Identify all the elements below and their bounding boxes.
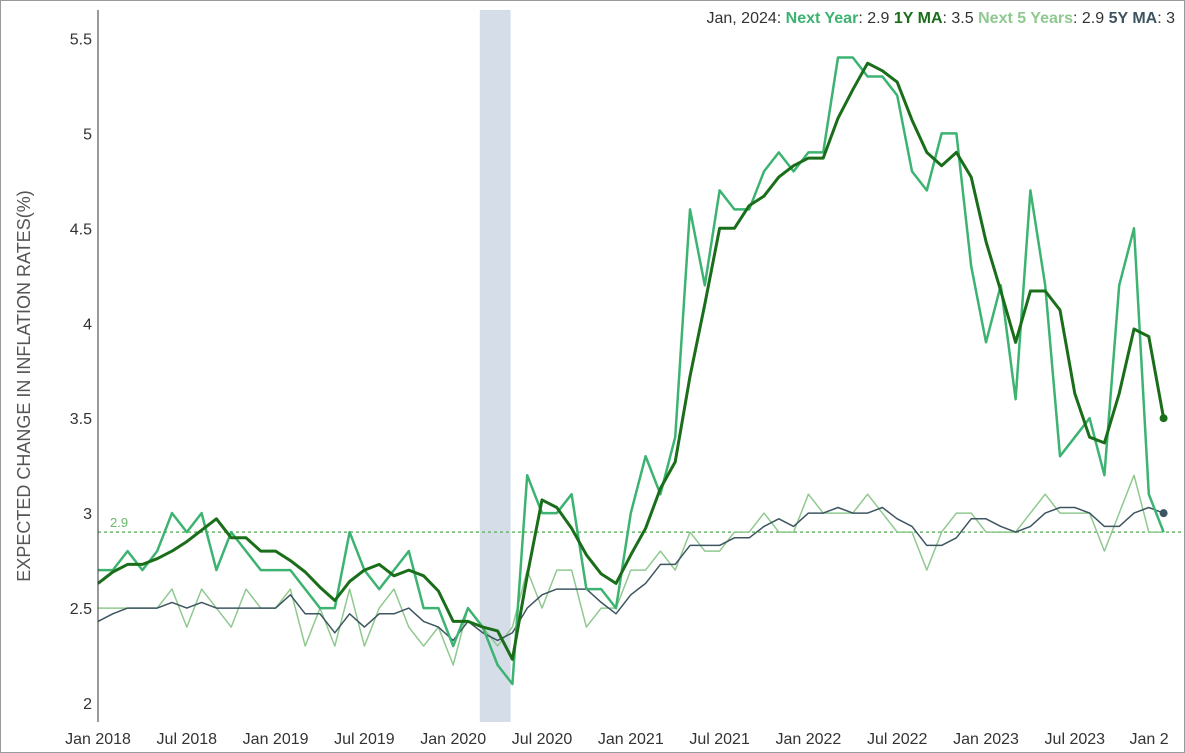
y-tick-label: 2 <box>83 696 92 713</box>
legend-date: Jan, 2024 <box>706 10 777 27</box>
series-line-next-year <box>98 56 1165 686</box>
y-tick-label: 4 <box>83 316 92 333</box>
x-tick-label: Jul 2022 <box>867 731 928 748</box>
series-line-next-5-years <box>98 474 1164 666</box>
series-group <box>97 56 1166 686</box>
legend-next-year-name: Next Year <box>785 10 859 27</box>
series-line-5y-ma <box>97 506 1164 642</box>
x-tick-label: Jul 2019 <box>334 731 395 748</box>
y-tick-label: 3 <box>83 506 92 523</box>
legend-next-5-years-value: 2.9 <box>1081 10 1105 27</box>
chart-legend: Jan, 2024: Next Year: 2.9 1Y MA: 3.5 Nex… <box>706 10 1175 27</box>
x-tick-label: Jan 2023 <box>953 731 1019 748</box>
reference-line-label: 2.9 <box>110 515 128 530</box>
y-axis-label: EXPECTED CHANGE IN INFLATION RATES(%) <box>14 190 34 581</box>
x-tick-label: Jan 2018 <box>65 731 131 748</box>
recession-band <box>479 10 511 722</box>
y-tick-label: 5.5 <box>70 31 92 48</box>
x-tick-label: Jan 2 <box>1129 731 1168 748</box>
y-tick-label: 2.5 <box>70 601 92 618</box>
x-tick-label: Jan 2019 <box>243 731 309 748</box>
end-markers <box>1159 414 1168 518</box>
x-tick-label: Jan 2022 <box>775 731 841 748</box>
legend-next-5-years-name: Next 5 Years <box>978 10 1073 27</box>
x-tick-label: Jan 2021 <box>598 731 664 748</box>
reference-line-group: 2.9 <box>98 515 1184 533</box>
y-tick-label: 5 <box>83 126 92 143</box>
x-tick-label: Jul 2018 <box>157 731 218 748</box>
legend-5y-ma-value: 3 <box>1166 10 1175 27</box>
end-marker-5y-ma <box>1159 509 1168 518</box>
series-line-1y-ma <box>97 61 1166 661</box>
x-tick-labels: Jan 2018 Jul 2018 Jan 2019 Jul 2019 Jan 2020… <box>65 731 1169 748</box>
x-tick-label: Jul 2020 <box>512 731 573 748</box>
x-tick-label: Jul 2023 <box>1045 731 1106 748</box>
end-marker-1y-ma <box>1159 414 1168 423</box>
x-tick-label: Jan 2020 <box>420 731 486 748</box>
x-tick-label: Jul 2021 <box>689 731 750 748</box>
legend-1y-ma-value: 3.5 <box>951 10 974 27</box>
legend-1y-ma-name: 1Y MA <box>893 10 943 27</box>
y-tick-label: 4.5 <box>70 221 92 238</box>
y-tick-label: 3.5 <box>70 411 92 428</box>
legend-5y-ma-name: 5Y MA <box>1108 10 1158 27</box>
legend-next-year-value: 2.9 <box>867 10 890 27</box>
y-tick-labels: 2 2.5 3 3.5 4 4.5 5 5.5 <box>70 31 92 713</box>
